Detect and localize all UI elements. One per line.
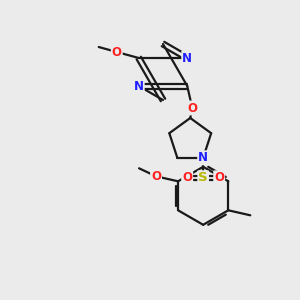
Text: N: N [198, 151, 208, 164]
Text: O: O [151, 170, 161, 183]
Text: S: S [198, 171, 208, 184]
Text: N: N [182, 52, 192, 64]
Text: O: O [187, 101, 197, 115]
Text: N: N [134, 80, 144, 92]
Text: O: O [112, 46, 122, 59]
Text: O: O [214, 171, 224, 184]
Text: O: O [182, 171, 192, 184]
